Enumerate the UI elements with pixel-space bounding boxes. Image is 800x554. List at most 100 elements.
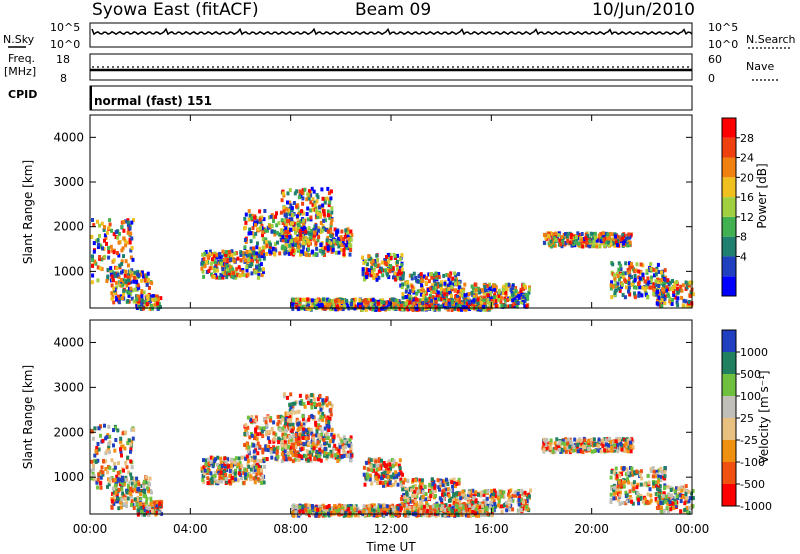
heatmap-cell xyxy=(675,280,679,284)
heatmap-cell xyxy=(115,285,119,290)
heatmap-cell xyxy=(226,464,230,469)
heatmap-cell xyxy=(155,500,159,505)
heatmap-cell xyxy=(419,292,423,297)
heatmap-cell xyxy=(293,221,297,226)
heatmap-cell xyxy=(109,244,113,249)
heatmap-cell xyxy=(347,443,351,448)
heatmap-cell xyxy=(434,305,438,310)
heatmap-cell xyxy=(526,293,530,298)
heatmap-cell xyxy=(300,234,304,238)
heatmap-cell xyxy=(272,431,276,436)
heatmap-cell xyxy=(254,444,258,449)
heatmap-cell xyxy=(106,446,110,451)
heatmap-cell xyxy=(263,209,267,213)
heatmap-cell xyxy=(119,278,123,282)
heatmap-cell xyxy=(256,432,260,437)
heatmap-cell xyxy=(121,475,124,480)
heatmap-cell xyxy=(342,237,346,242)
heatmap-cell xyxy=(443,482,447,487)
heatmap-cell xyxy=(684,280,688,285)
heatmap-cell xyxy=(260,226,264,231)
heatmap-cell xyxy=(574,240,578,245)
heatmap-cell xyxy=(288,188,292,193)
heatmap-cell xyxy=(310,298,314,303)
heatmap-cell xyxy=(245,445,249,450)
heatmap-cell xyxy=(316,211,320,216)
heatmap-cell xyxy=(528,494,531,499)
heatmap-cell xyxy=(91,263,94,268)
heatmap-cell xyxy=(92,477,96,482)
heatmap-cell xyxy=(624,236,628,241)
heatmap-cell xyxy=(319,214,322,219)
heatmap-cell xyxy=(296,450,300,455)
heatmap-cell xyxy=(375,272,379,277)
heatmap-cell xyxy=(127,293,131,298)
heatmap-cell xyxy=(464,295,467,300)
heatmap-cell xyxy=(394,479,398,484)
heatmap-cell xyxy=(240,455,244,460)
heatmap-cell xyxy=(398,458,402,463)
heatmap-cell xyxy=(289,437,293,442)
heatmap-cell xyxy=(563,439,567,444)
heatmap-cell xyxy=(137,482,141,487)
heatmap-cell xyxy=(643,286,647,291)
heatmap-cell xyxy=(124,460,128,465)
heatmap-cell xyxy=(96,485,100,490)
heatmap-cell xyxy=(641,272,645,277)
heatmap-cell xyxy=(297,457,301,462)
heatmap-cell xyxy=(222,262,226,267)
heatmap-cell xyxy=(107,424,111,429)
heatmap-cell xyxy=(439,483,443,488)
heatmap-cell xyxy=(291,407,295,412)
heatmap-cell xyxy=(102,458,105,463)
heatmap-cell xyxy=(599,232,603,237)
heatmap-cell xyxy=(511,295,515,300)
heatmap-cell xyxy=(630,275,633,280)
heatmap-cell xyxy=(332,238,336,243)
heatmap-cell xyxy=(319,212,323,217)
heatmap-cell xyxy=(371,468,375,473)
heatmap-cell xyxy=(125,465,129,470)
heatmap-cell xyxy=(111,486,115,491)
heatmap-cell xyxy=(96,442,100,446)
heatmap-cell xyxy=(225,257,228,261)
heatmap-cell xyxy=(614,240,618,245)
heatmap-cell xyxy=(647,268,651,273)
heatmap-cell xyxy=(408,496,412,501)
heatmap-cell xyxy=(472,496,476,501)
heatmap-cell xyxy=(256,467,260,472)
heatmap-cell xyxy=(626,438,630,443)
heatmap-cell xyxy=(314,227,318,232)
heatmap-cell xyxy=(126,455,130,460)
heatmap-cell xyxy=(502,288,505,292)
heatmap-cell xyxy=(106,477,110,482)
heatmap-cell xyxy=(349,229,353,234)
heatmap-cell xyxy=(261,233,264,238)
heatmap-cell xyxy=(208,478,212,483)
heatmap-cell xyxy=(325,441,329,446)
heatmap-cell xyxy=(132,506,136,510)
heatmap-cell xyxy=(326,246,330,251)
heatmap-cell xyxy=(136,508,140,513)
heatmap-cell xyxy=(219,470,223,475)
heatmap-cell xyxy=(129,449,132,454)
heatmap-cell xyxy=(261,237,265,241)
heatmap-cell xyxy=(490,304,494,309)
heatmap-cell xyxy=(269,242,272,247)
heatmap-cell xyxy=(247,217,251,222)
heatmap-cell xyxy=(451,484,454,489)
heatmap-cell xyxy=(251,464,255,469)
heatmap-cell xyxy=(117,461,120,466)
heatmap-cell xyxy=(679,284,683,289)
heatmap-cell xyxy=(209,471,213,476)
heatmap-cell xyxy=(232,460,236,465)
heatmap-cell xyxy=(634,285,638,290)
heatmap-cell xyxy=(201,477,205,482)
heatmap-cell xyxy=(241,270,245,275)
heatmap-cell xyxy=(435,275,439,280)
heatmap-cell xyxy=(107,441,111,446)
heatmap-cell xyxy=(413,484,417,488)
heatmap-cell xyxy=(294,432,298,437)
heatmap-cell xyxy=(286,218,290,223)
heatmap-cell xyxy=(219,261,223,266)
